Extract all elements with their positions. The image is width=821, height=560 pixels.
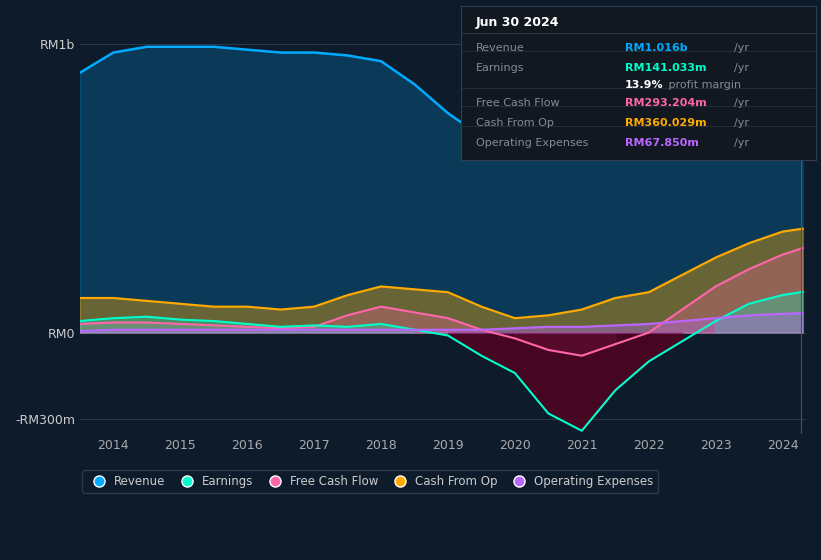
Text: RM67.850m: RM67.850m [625,138,699,148]
Text: /yr: /yr [735,138,750,148]
Text: RM293.204m: RM293.204m [625,98,706,108]
Text: /yr: /yr [735,63,750,73]
Text: /yr: /yr [735,43,750,53]
Text: /yr: /yr [735,98,750,108]
Text: Jun 30 2024: Jun 30 2024 [475,16,559,29]
Text: /yr: /yr [735,118,750,128]
Text: Operating Expenses: Operating Expenses [475,138,588,148]
Text: RM1.016b: RM1.016b [625,43,687,53]
Text: RM141.033m: RM141.033m [625,63,706,73]
Text: Revenue: Revenue [475,43,525,53]
Text: Free Cash Flow: Free Cash Flow [475,98,559,108]
Text: 13.9%: 13.9% [625,80,663,90]
Text: Earnings: Earnings [475,63,524,73]
Text: profit margin: profit margin [665,80,741,90]
Text: Cash From Op: Cash From Op [475,118,553,128]
Legend: Revenue, Earnings, Free Cash Flow, Cash From Op, Operating Expenses: Revenue, Earnings, Free Cash Flow, Cash … [82,470,658,493]
Text: RM360.029m: RM360.029m [625,118,706,128]
